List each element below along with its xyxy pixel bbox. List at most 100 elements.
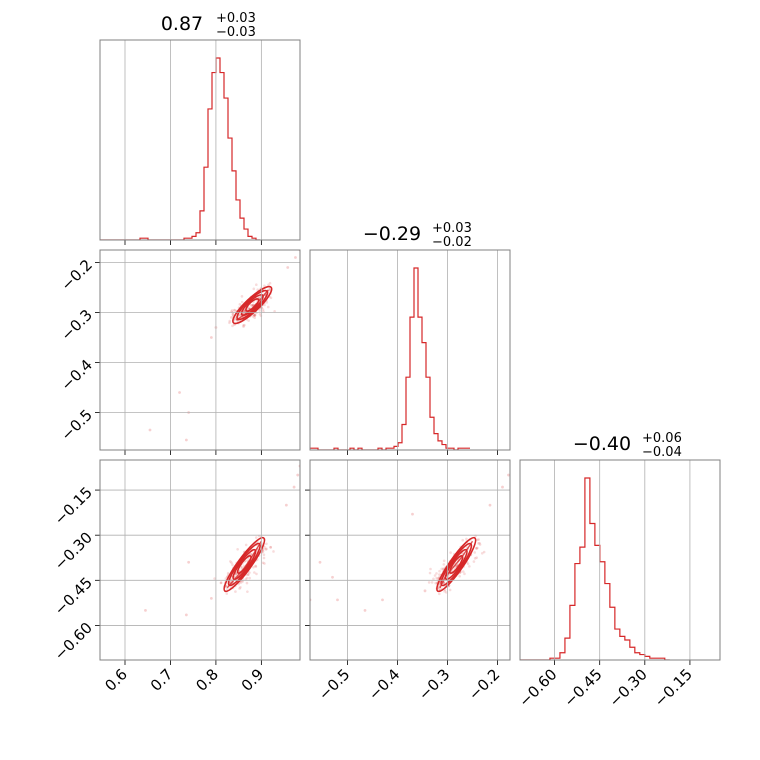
sample-point xyxy=(254,283,258,287)
sample-point xyxy=(148,428,152,432)
sample-point xyxy=(432,577,435,581)
sample-point xyxy=(253,314,257,317)
sample-point xyxy=(507,473,510,477)
sample-point xyxy=(476,538,479,542)
sample-point xyxy=(250,304,253,307)
sample-point xyxy=(292,485,296,489)
sample-point xyxy=(437,573,441,576)
sample-point xyxy=(436,577,440,581)
sample-point xyxy=(440,567,443,571)
sample-point xyxy=(250,304,253,307)
sample-point xyxy=(228,321,231,325)
sample-point xyxy=(229,560,232,563)
x-tick-label: −0.2 xyxy=(465,665,503,703)
sample-point xyxy=(336,598,339,602)
panel-frame xyxy=(99,39,301,241)
sample-point xyxy=(478,543,482,546)
sample-point xyxy=(501,485,504,489)
sample-point xyxy=(230,309,234,312)
sample-point xyxy=(474,546,478,550)
contour-ridge xyxy=(235,314,245,321)
x-tick-label: −0.5 xyxy=(315,665,353,703)
title-upper-error: +0.03 xyxy=(216,11,256,26)
sample-point xyxy=(262,556,266,560)
sample-point xyxy=(240,295,244,298)
sample-point xyxy=(480,551,484,555)
sample-point xyxy=(256,288,260,292)
sample-point xyxy=(475,556,478,559)
sample-point xyxy=(184,438,188,442)
sample-point xyxy=(318,560,322,564)
sample-point xyxy=(258,309,261,312)
sample-point xyxy=(466,562,470,566)
y-tick-label: −0.3 xyxy=(58,306,96,344)
contour-ridge xyxy=(444,567,454,578)
sample-point xyxy=(187,560,191,564)
sample-point xyxy=(261,550,265,553)
panel-grid: −0.5 −0.4 −0.3 −0.2 xyxy=(58,250,300,455)
sample-point xyxy=(263,562,266,565)
sample-point xyxy=(239,586,242,589)
y-tick-label: −0.2 xyxy=(58,256,96,294)
contour-ridge xyxy=(451,555,464,569)
x-tick-label: −0.30 xyxy=(606,665,651,710)
panel-title: −0.40 xyxy=(573,433,631,455)
contour-ridge xyxy=(235,567,245,578)
sample-point xyxy=(238,314,242,317)
sample-point xyxy=(449,551,452,554)
sample-point xyxy=(461,538,464,542)
panel-grid xyxy=(124,40,262,245)
contour-level xyxy=(232,548,257,581)
sample-point xyxy=(248,576,251,580)
sample-point xyxy=(269,296,273,300)
sample-point xyxy=(242,325,245,328)
sample-point xyxy=(246,573,250,576)
sample-point xyxy=(209,336,213,339)
sample-point xyxy=(253,316,256,320)
sample-point xyxy=(238,587,241,590)
sample-point xyxy=(267,283,270,287)
sample-point xyxy=(236,547,239,551)
sample-point xyxy=(428,571,432,575)
sample-point xyxy=(478,541,481,545)
x-tick-label: −0.4 xyxy=(365,665,403,703)
sample-point xyxy=(296,473,300,477)
sample-point xyxy=(437,592,441,596)
contour-level xyxy=(240,293,264,317)
contour-ridge xyxy=(226,576,237,589)
contour-ridge xyxy=(439,576,446,589)
sample-point xyxy=(458,574,461,578)
histogram-panel-1 xyxy=(100,57,260,240)
sample-point xyxy=(249,552,252,556)
sample-point xyxy=(231,313,235,316)
sample-point xyxy=(246,573,250,576)
sample-point xyxy=(248,571,251,574)
panel-frame xyxy=(309,249,511,451)
sample-point xyxy=(239,581,243,584)
panel-grid: −0.60 −0.45 −0.30 −0.15 xyxy=(515,460,696,711)
sample-point xyxy=(476,546,479,550)
sample-point xyxy=(252,565,255,569)
sample-point xyxy=(363,608,367,612)
sample-point xyxy=(178,391,181,394)
y-tick-label: −0.45 xyxy=(51,574,96,619)
sample-point xyxy=(225,587,229,591)
sample-point xyxy=(253,314,257,317)
title-lower-error: −0.04 xyxy=(642,445,682,460)
sample-point xyxy=(473,551,477,554)
sample-point xyxy=(219,581,223,584)
sample-point xyxy=(465,537,468,541)
y-tick-label: −0.5 xyxy=(58,406,96,444)
sample-point xyxy=(144,608,147,612)
sample-point xyxy=(284,503,288,507)
sample-point xyxy=(268,288,271,292)
sample-point xyxy=(225,592,229,595)
sample-point xyxy=(423,589,427,593)
sample-point xyxy=(209,596,213,600)
sample-point xyxy=(253,313,257,317)
sample-point xyxy=(266,305,270,309)
contour-level xyxy=(436,536,477,593)
sample-point xyxy=(463,572,466,576)
panel-frame xyxy=(519,459,721,661)
sample-point xyxy=(243,323,246,327)
